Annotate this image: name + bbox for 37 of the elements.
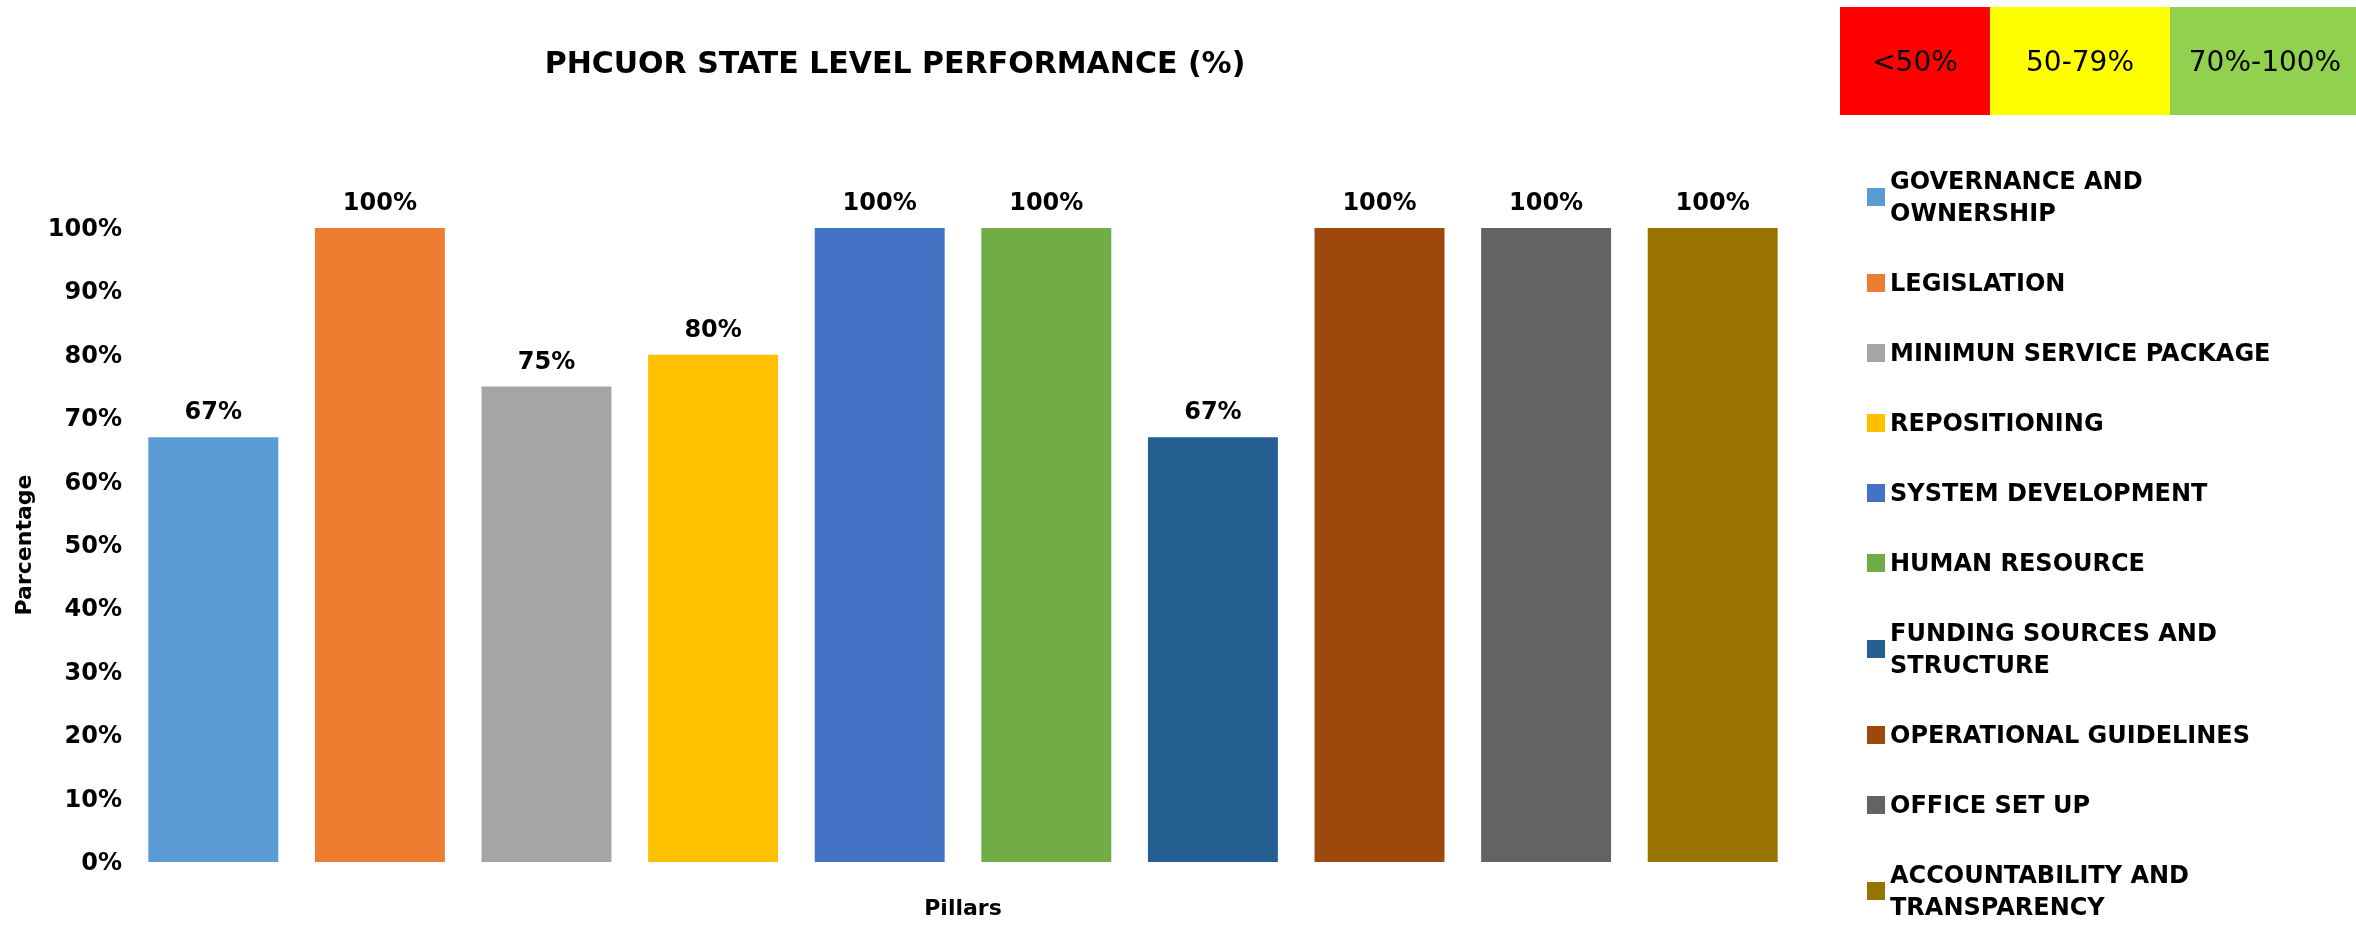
data-label: 80% bbox=[684, 314, 742, 343]
y-tick-label: 20% bbox=[64, 721, 122, 750]
legend-label: OPERATIONAL GUIDELINES bbox=[1890, 721, 2251, 749]
y-tick-label: 10% bbox=[64, 784, 122, 813]
legend-label: ACCOUNTABILITY AND TRANSPARENCY bbox=[1890, 861, 2198, 921]
legend-label: HUMAN RESOURCE bbox=[1890, 549, 2146, 577]
legend-label: REPOSITIONING bbox=[1890, 409, 2104, 437]
data-label: 100% bbox=[342, 188, 417, 216]
y-tick-label: 90% bbox=[64, 277, 122, 306]
data-label: 100% bbox=[1675, 188, 1750, 216]
legend-label: SYSTEM DEVELOPMENT bbox=[1890, 479, 2209, 507]
chart-title: PHCUOR STATE LEVEL PERFORMANCE (%) bbox=[544, 44, 1246, 80]
rating-key-box: 70%-100% bbox=[2170, 7, 2356, 115]
y-tick-label: 80% bbox=[64, 340, 122, 369]
y-tick-label: 70% bbox=[64, 404, 122, 433]
y-tick-label: 100% bbox=[47, 214, 122, 242]
legend-label: MINIMUN SERVICE PACKAGE bbox=[1890, 339, 2271, 367]
data-label: 100% bbox=[1009, 188, 1084, 216]
data-label: 100% bbox=[1509, 188, 1584, 216]
rating-key-box: 50-79% bbox=[1990, 7, 2170, 115]
data-label: 75% bbox=[517, 346, 576, 375]
data-label: 67% bbox=[184, 397, 243, 426]
y-tick-label: 30% bbox=[64, 657, 122, 686]
y-tick-label: 40% bbox=[64, 594, 122, 623]
legend-label: FUNDING SOURCES AND STRUCTURE bbox=[1890, 619, 2226, 679]
x-axis-title: Pillars bbox=[924, 894, 1002, 920]
data-label: 100% bbox=[842, 188, 917, 216]
y-tick-label: 50% bbox=[64, 531, 122, 559]
legend-label: LEGISLATION bbox=[1890, 269, 2066, 297]
data-label: 100% bbox=[1342, 188, 1417, 216]
y-tick-label: 60% bbox=[64, 467, 122, 496]
y-axis-title: Parcentage bbox=[10, 474, 36, 616]
y-tick-label: 0% bbox=[81, 848, 122, 876]
legend-label: GOVERNANCE AND OWNERSHIP bbox=[1890, 167, 2151, 227]
data-label: 67% bbox=[1184, 397, 1242, 426]
rating-key-box: <50% bbox=[1840, 7, 1990, 115]
legend-label: OFFICE SET UP bbox=[1890, 791, 2090, 819]
